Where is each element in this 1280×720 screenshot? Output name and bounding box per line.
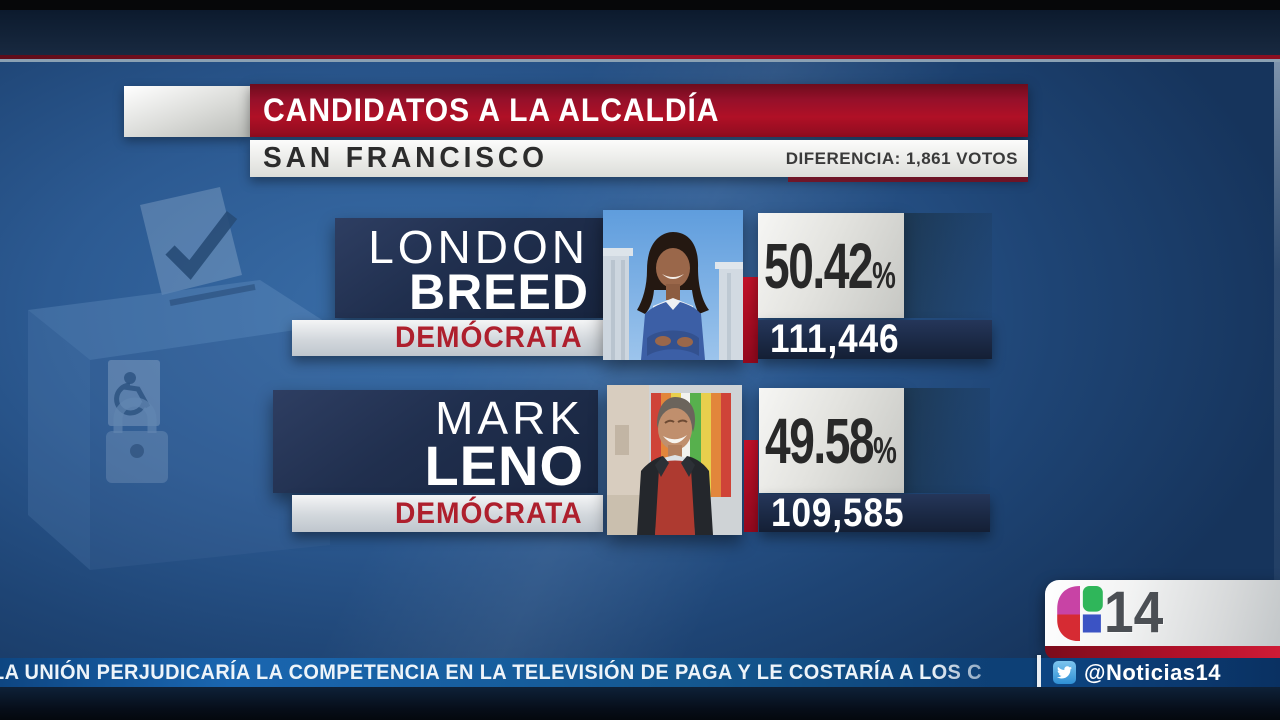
percent-box-leno: 49.58% [759,388,904,493]
percent-value: 49.58% [765,404,897,477]
candidate-first-name: LONDON [368,221,589,273]
ticker-divider [1037,655,1041,689]
result-red-stripe [744,440,758,532]
bottom-dark-band [0,687,1280,720]
percent-value: 50.42% [764,229,896,302]
candidate-name-panel-leno: MARK LENO [273,390,598,497]
header-sub-bar: SAN FRANCISCO DIFERENCIA: 1,861 VOTOS [250,140,1028,177]
candidate-photo-breed [603,210,743,360]
ballot-box-watermark-icon [28,187,330,570]
top-black-band [0,0,1280,10]
percent-box-shadow [904,388,990,493]
votes-bar-leno: 109,585 [759,491,990,535]
percent-box-breed: 50.42% [758,213,904,318]
percent-box-shadow [904,213,992,318]
header-red-underline [788,177,1028,182]
ticker-headline: LA UNIÓN PERJUDICARÍA LA COMPETENCIA EN … [0,661,982,684]
twitter-handle: @Noticias14 [1084,660,1222,685]
twitter-zone: @Noticias14 [1041,658,1280,687]
candidate-first-name: MARK [435,392,584,444]
page-title: CANDIDATOS A LA ALCALDÍA [263,92,720,128]
univision-logo-icon [1057,585,1103,642]
candidate-name-panel-breed: LONDON BREED [335,218,603,318]
party-label: DEMÓCRATA [395,497,583,530]
twitter-icon [1053,661,1076,684]
votes-value: 111,446 [770,317,900,361]
percent-symbol: % [873,429,897,471]
candidate-last-name: LENO [424,434,584,497]
top-navy-band [0,10,1280,55]
red-divider-line [0,55,1280,59]
right-edge-highlight [1274,62,1280,658]
candidate-party-bar: DEMÓCRATA [292,320,603,356]
candidate-photo-leno [607,385,742,535]
station-logo-red-strip [1045,646,1280,659]
votes-value: 109,585 [771,490,905,535]
header-title-bar: CANDIDATOS A LA ALCALDÍA [250,84,1028,137]
candidate-party-bar: DEMÓCRATA [292,495,603,532]
votes-bar-breed: 111,446 [758,317,992,361]
channel-number: 14 [1104,580,1164,645]
result-red-stripe [743,277,758,363]
light-divider-line [0,59,1280,62]
party-label: DEMÓCRATA [395,321,583,354]
vote-difference-label: DIFERENCIA: 1,861 VOTOS [785,148,1018,168]
candidate-last-name: BREED [408,264,589,320]
header-gray-chip [124,86,250,137]
percent-symbol: % [872,254,896,296]
location-label: SAN FRANCISCO [263,142,548,174]
ticker-fade [930,658,1037,687]
